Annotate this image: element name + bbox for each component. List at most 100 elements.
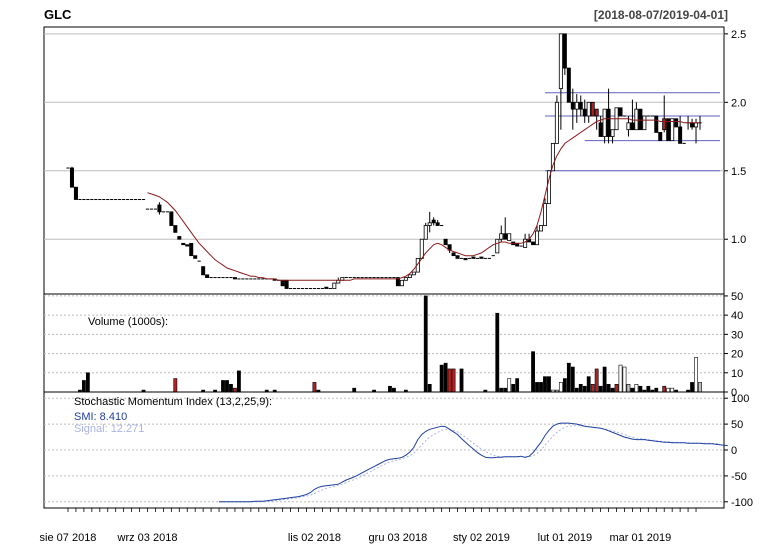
y-tick-label: 1.5 (731, 166, 746, 178)
volume-bar (690, 382, 694, 393)
candle-body (415, 257, 420, 273)
candle-body (232, 277, 237, 280)
volume-bar (312, 382, 317, 393)
candle-body (658, 132, 663, 142)
candle-body (407, 274, 412, 278)
y-tick-label: -50 (731, 471, 747, 483)
volume-bar (574, 387, 579, 393)
volume-bar (233, 387, 237, 393)
candle-body (594, 108, 599, 117)
candle-body (523, 238, 528, 248)
volume-bar (507, 378, 512, 393)
x-tick-label: lut 01 2019 (538, 532, 592, 544)
volume-bar (598, 385, 603, 393)
volume-bar (582, 385, 587, 393)
x-tick-label: lis 02 2018 (288, 532, 341, 544)
volume-bar (586, 376, 591, 393)
candle-body (399, 279, 404, 287)
candle-body (463, 257, 468, 261)
candle-body (606, 108, 611, 137)
candle-body (431, 219, 436, 224)
candle-body (177, 236, 182, 240)
candle-body (566, 67, 571, 103)
volume-bar (602, 366, 607, 393)
x-tick-label: gru 03 2018 (369, 532, 428, 544)
candle-body (690, 122, 695, 128)
volume-bar (447, 368, 452, 393)
volume-bar (618, 364, 623, 393)
x-tick-label: sie 07 2018 (40, 532, 97, 544)
smi-line (219, 422, 728, 503)
y-tick-label: 50 (731, 291, 743, 303)
candle-body (455, 255, 460, 259)
volume-bar (451, 368, 456, 393)
candle-body (578, 101, 583, 110)
price-panel: 1.0 1.5 2.0 2.5 (43, 26, 746, 295)
volume-bar (173, 378, 178, 393)
candle-body (411, 271, 416, 276)
date-range: [2018-08-07/2019-04-01] (594, 8, 728, 22)
candle-body (598, 122, 603, 137)
candle-body (403, 277, 408, 281)
volume-bar (459, 368, 464, 393)
volume-bar (610, 387, 615, 393)
candle-body (503, 233, 508, 240)
candle-body (654, 115, 659, 133)
candle-body (193, 255, 198, 259)
volume-bar (503, 387, 508, 393)
candle-body (666, 118, 671, 142)
volume-bar (495, 312, 500, 393)
y-tick-label: 0 (731, 387, 737, 399)
volume-bar (646, 385, 651, 393)
candle-body (542, 203, 547, 226)
candle-body (280, 279, 285, 287)
signal-value-label: Signal: 12.271 (74, 423, 144, 435)
x-axis: sie 07 2018 wrz 03 2018 lis 02 2018 gru 03 … (40, 508, 697, 544)
volume-bar (547, 376, 551, 393)
candle-body (626, 122, 631, 131)
candle-body (332, 282, 337, 289)
volume-bar (654, 387, 659, 393)
candle-body (205, 274, 210, 278)
candle-body (69, 167, 74, 188)
price-frame (43, 26, 725, 295)
candle-body (185, 244, 190, 247)
candle-body (324, 286, 329, 289)
candle-body (435, 222, 440, 226)
volume-bar (392, 387, 396, 393)
candle-body (495, 238, 500, 254)
y-tick-label: 2.0 (731, 97, 746, 109)
candle-body (471, 256, 476, 259)
candle-body (662, 118, 667, 131)
volume-bar (566, 362, 571, 393)
volume-bar (570, 366, 575, 393)
candle-body (550, 142, 555, 172)
candle-body (562, 33, 567, 69)
volume-bar (578, 384, 583, 393)
candle-body (602, 108, 607, 137)
volume-bar (443, 362, 448, 393)
smi-panel: -100 -50 0 50 100 (43, 391, 753, 509)
candle-body (586, 101, 591, 117)
volume-bar (221, 380, 225, 393)
candle-body (157, 204, 162, 213)
x-tick-label: mar 01 2019 (609, 532, 671, 544)
volume-bar (670, 387, 675, 393)
x-tick-label: wrz 03 2018 (117, 532, 178, 544)
volume-bar (423, 295, 428, 393)
candle-body (638, 108, 643, 131)
volume-bar (543, 376, 547, 393)
signal-line (219, 425, 720, 503)
volume-bar (666, 387, 671, 393)
candle-body (570, 101, 575, 110)
y-tick-label: -100 (731, 497, 753, 509)
volume-label: Volume (1000s): (88, 316, 168, 328)
volume-bar (81, 380, 86, 393)
volume-bar (606, 384, 611, 393)
candle-body (507, 233, 512, 241)
volume-panel: 0 10 20 30 40 50 (43, 291, 743, 399)
volume-bar (225, 380, 229, 393)
candle-body (419, 238, 424, 259)
candle-body (443, 238, 448, 246)
